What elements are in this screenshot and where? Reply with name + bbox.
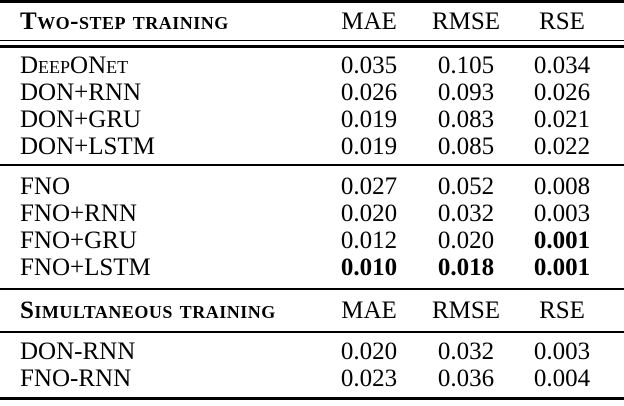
cell-rmse: 0.052: [437, 172, 495, 200]
cell-rse: 0.021: [533, 105, 591, 133]
row-label: FNO+RNN: [20, 199, 137, 227]
cell-rse: 0.026: [533, 78, 591, 106]
table-bottom-rule: [0, 396, 624, 400]
header-bottom-rule: [0, 330, 624, 333]
cell-rse: 0.003: [533, 337, 591, 365]
row-label: FNO+LSTM: [20, 253, 151, 281]
table-row: FNO+GRU 0.012 0.020 0.001: [0, 227, 624, 254]
row-label: DON+LSTM: [20, 132, 155, 160]
table-row: FNO+RNN 0.020 0.032 0.003: [0, 200, 624, 227]
section-separator-rule: [0, 287, 624, 290]
cell-rmse: 0.036: [437, 364, 495, 392]
cell-rse: 0.004: [533, 364, 591, 392]
cell-mae: 0.010: [340, 253, 398, 281]
cell-rmse: 0.085: [437, 132, 495, 160]
table-top-rule: [0, 0, 624, 3]
cell-rmse: 0.105: [437, 51, 495, 79]
group-separator-rule: [0, 163, 624, 166]
row-label: DeepONet: [20, 51, 129, 79]
cell-mae: 0.035: [340, 51, 398, 79]
cell-mae: 0.019: [340, 132, 398, 160]
row-group-deeponet: DeepONet 0.035 0.105 0.034 DON+RNN 0.026…: [0, 48, 624, 164]
cell-mae: 0.020: [340, 199, 398, 227]
cell-mae: 0.019: [340, 105, 398, 133]
column-header-rmse: RMSE: [431, 8, 501, 35]
cell-mae: 0.027: [340, 172, 398, 200]
row-label: FNO+GRU: [20, 226, 137, 254]
cell-rmse: 0.083: [437, 105, 495, 133]
column-header-rse: RSE: [539, 296, 585, 324]
table-row: DON-RNN 0.020 0.032 0.003: [0, 338, 624, 365]
cell-rse: 0.001: [533, 253, 591, 281]
column-header-rmse: RMSE: [431, 296, 501, 324]
column-header-rse: RSE: [539, 8, 585, 35]
section-title-two-step: Two-step training: [20, 8, 229, 35]
cell-mae: 0.026: [340, 78, 398, 106]
column-header-mae: MAE: [341, 8, 397, 35]
cell-rse: 0.022: [533, 132, 591, 160]
cell-rmse: 0.020: [437, 226, 495, 254]
row-label: DON+RNN: [20, 78, 142, 106]
cell-mae: 0.012: [340, 226, 398, 254]
row-label: FNO: [20, 172, 71, 200]
row-label: FNO-RNN: [20, 364, 132, 392]
row-group-simultaneous: DON-RNN 0.020 0.032 0.003 FNO-RNN 0.023 …: [0, 333, 624, 397]
table-row: DON+GRU 0.019 0.083 0.021: [0, 106, 624, 133]
cell-rse: 0.001: [533, 226, 591, 254]
table-row: FNO+LSTM 0.010 0.018 0.001: [0, 254, 624, 281]
row-group-fno: FNO 0.027 0.052 0.008 FNO+RNN 0.020 0.03…: [0, 166, 624, 288]
cell-rse: 0.034: [533, 51, 591, 79]
table-row: DeepONet 0.035 0.105 0.034: [0, 52, 624, 79]
cell-mae: 0.020: [340, 337, 398, 365]
row-label: DON+GRU: [20, 105, 142, 133]
cell-rmse: 0.018: [437, 253, 495, 281]
table-row: DON+LSTM 0.019 0.085 0.022: [0, 133, 624, 160]
cell-mae: 0.023: [340, 364, 398, 392]
cell-rmse: 0.032: [437, 337, 495, 365]
table-row: DON+RNN 0.026 0.093 0.026: [0, 79, 624, 106]
section-header-row-two-step: Two-step training MAE RMSE RSE: [0, 3, 624, 40]
table-row: FNO-RNN 0.023 0.036 0.004: [0, 365, 624, 392]
section-title-simultaneous: Simultaneous training: [20, 296, 276, 324]
section-header-row-simultaneous: Simultaneous training MAE RMSE RSE: [0, 290, 624, 331]
row-label: DON-RNN: [20, 337, 136, 365]
cell-rse: 0.008: [533, 172, 591, 200]
header-double-rule: [0, 40, 624, 48]
table-row: FNO 0.027 0.052 0.008: [0, 173, 624, 200]
column-header-mae: MAE: [341, 296, 397, 324]
cell-rmse: 0.032: [437, 199, 495, 227]
cell-rmse: 0.093: [437, 78, 495, 106]
cell-rse: 0.003: [533, 199, 591, 227]
